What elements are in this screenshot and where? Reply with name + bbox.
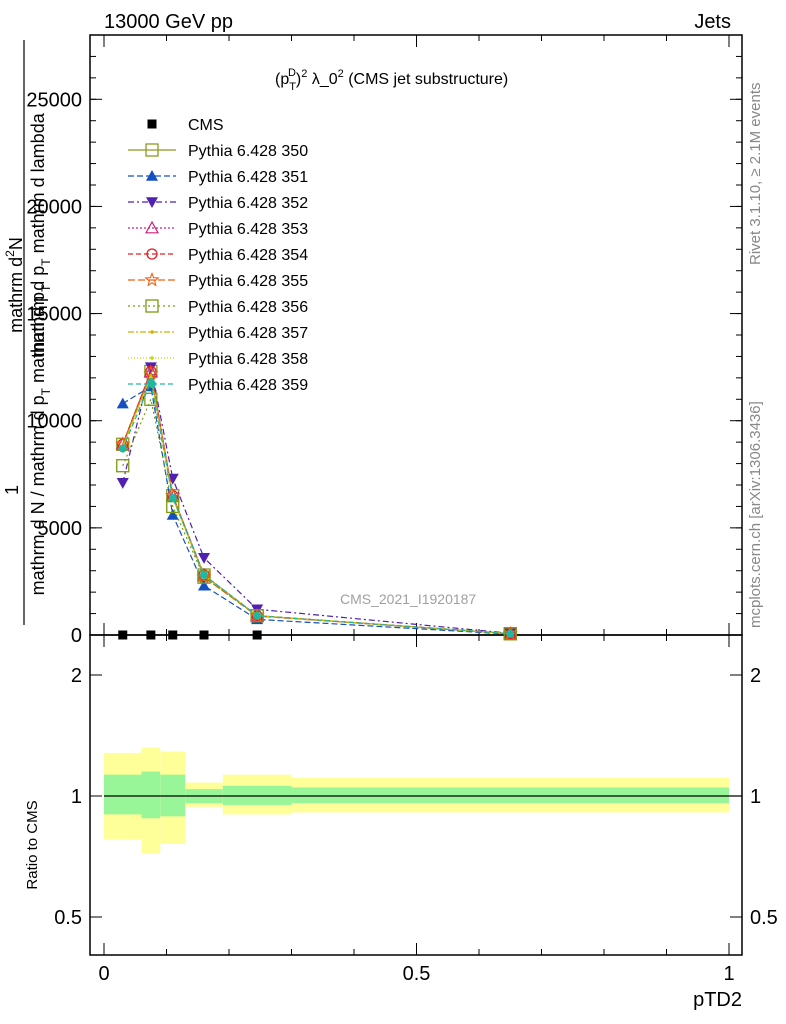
legend-label-9: Pythia 6.428 358 [188, 351, 308, 368]
legend: CMS Pythia 6.428 350 Pythia 6.428 351 Pythi… [128, 117, 308, 394]
legend-entry-4: Pythia 6.428 353 [128, 220, 308, 238]
legend-label-3: Pythia 6.428 352 [188, 195, 308, 212]
y-label-numerator-den: mathrm d pT mathrm d lambda [28, 112, 53, 356]
y-label-numerator: mathrm d2N [3, 237, 26, 333]
header-right: Jets [694, 11, 731, 33]
legend-label-10: Pythia 6.428 359 [188, 377, 308, 394]
x-tick-label: 0 [98, 963, 109, 985]
legend-entry-5: Pythia 6.428 354 [128, 247, 308, 264]
x-tick-label: 0.5 [403, 963, 431, 985]
legend-entry-2: Pythia 6.428 351 [128, 169, 308, 186]
legend-entry-0: CMS [147, 117, 224, 134]
y-tick-label: 5000 [38, 518, 83, 540]
legend-label-1: Pythia 6.428 350 [188, 143, 308, 160]
legend-marker-4 [144, 220, 160, 234]
legend-marker-10 [148, 380, 156, 388]
y-label-denominator: mathrm d N / mathrm d pT mathrm d pT [28, 284, 53, 595]
ratio-y-label: Ratio to CMS [24, 800, 41, 889]
series-point-6-3 [196, 569, 212, 584]
legend-marker-0 [147, 119, 157, 129]
series-point-10-5 [506, 629, 515, 638]
ratio-tick-label: 1 [71, 786, 82, 808]
legend-label-7: Pythia 6.428 356 [188, 299, 308, 316]
y-tick-label: 15000 [26, 304, 82, 326]
y-label-one: 1 [2, 485, 22, 495]
legend-label-8: Pythia 6.428 357 [188, 325, 308, 342]
series-point-0-2 [168, 630, 178, 640]
series-point-2-2 [166, 509, 179, 520]
legend-entry-8: Pythia 6.428 357 [128, 325, 308, 342]
y-tick-label: 20000 [26, 196, 82, 218]
series-point-0-4 [252, 630, 262, 640]
legend-marker-3 [146, 197, 158, 208]
ratio-band-inner-4 [222, 785, 292, 805]
watermark: CMS_2021_I1920187 [340, 591, 476, 607]
legend-marker-6 [144, 271, 160, 287]
ratio-band-inner-0 [104, 774, 142, 815]
rivet-label: Rivet 3.1.10, ≥ 2.1M events [747, 83, 764, 266]
x-axis-label: pTD2 [693, 989, 742, 1011]
series-line-9 [122, 375, 511, 635]
series-point-10-0 [118, 444, 127, 453]
series-lines [115, 362, 518, 641]
legend-entry-9: Pythia 6.428 358 [128, 351, 308, 368]
ratio-tick-label-right: 1 [750, 786, 761, 808]
axes-ticks: 0 0.5 1 0 5000 10000 15000 20000 25000 0.5 0.5 1 1 2 2 [26, 34, 778, 985]
header-left: 13000 GeV pp [104, 11, 233, 33]
legend-entry-7: Pythia 6.428 356 [128, 299, 308, 316]
series-point-10-2 [168, 493, 177, 502]
series-point-3-3 [198, 553, 210, 564]
series-point-2-0 [116, 397, 129, 409]
legend-marker-5 [146, 248, 158, 260]
series-line-10 [122, 380, 511, 635]
x-tick-label: 1 [723, 963, 734, 985]
legend-marker-1 [145, 143, 159, 157]
legend-label-6: Pythia 6.428 355 [188, 273, 308, 290]
series-point-10-3 [200, 571, 208, 579]
series-point-0-0 [118, 630, 128, 640]
legend-entry-6: Pythia 6.428 355 [128, 271, 308, 290]
mcplots-label: mcplots.cern.ch [arXiv:1306.3436] [747, 401, 764, 628]
legend-label-4: Pythia 6.428 353 [188, 221, 308, 238]
legend-entry-1: Pythia 6.428 350 [128, 143, 308, 160]
ratio-bands [104, 747, 729, 854]
ratio-band-inner-5 [291, 787, 729, 804]
series-point-10-4 [253, 611, 262, 620]
y-tick-label: 25000 [26, 89, 82, 111]
legend-marker-8 [150, 330, 154, 334]
y-tick-label: 0 [71, 625, 82, 647]
legend-entry-3: Pythia 6.428 352 [128, 195, 308, 212]
ratio-band-inner-1 [141, 771, 161, 819]
ratio-tick-label-right: 0.5 [750, 907, 778, 929]
legend-label-0: CMS [188, 117, 224, 134]
legend-marker-9 [150, 356, 154, 360]
series-point-7-1 [144, 392, 158, 406]
main-y-label: mathrm d2N mathrm d pT mathrm d lambda 1… [2, 40, 53, 625]
series-point-0-1 [146, 630, 156, 640]
legend-entry-10: Pythia 6.428 359 [128, 377, 308, 394]
series-point-2-3 [198, 579, 210, 591]
ratio-tick-label: 2 [71, 665, 82, 687]
series-point-0-3 [199, 630, 209, 640]
ratio-tick-label: 0.5 [54, 907, 82, 929]
legend-marker-2 [146, 170, 158, 181]
legend-label-2: Pythia 6.428 351 [188, 169, 308, 186]
legend-label-5: Pythia 6.428 354 [188, 247, 308, 264]
legend-marker-7 [145, 299, 159, 313]
ratio-tick-label-right: 2 [750, 665, 761, 687]
plot-title: (pTD)2 λ_02 (CMS jet substructure) [275, 67, 508, 93]
series-point-3-0 [116, 478, 129, 489]
series-point-7-0 [116, 459, 130, 473]
y-tick-label: 10000 [26, 411, 82, 433]
